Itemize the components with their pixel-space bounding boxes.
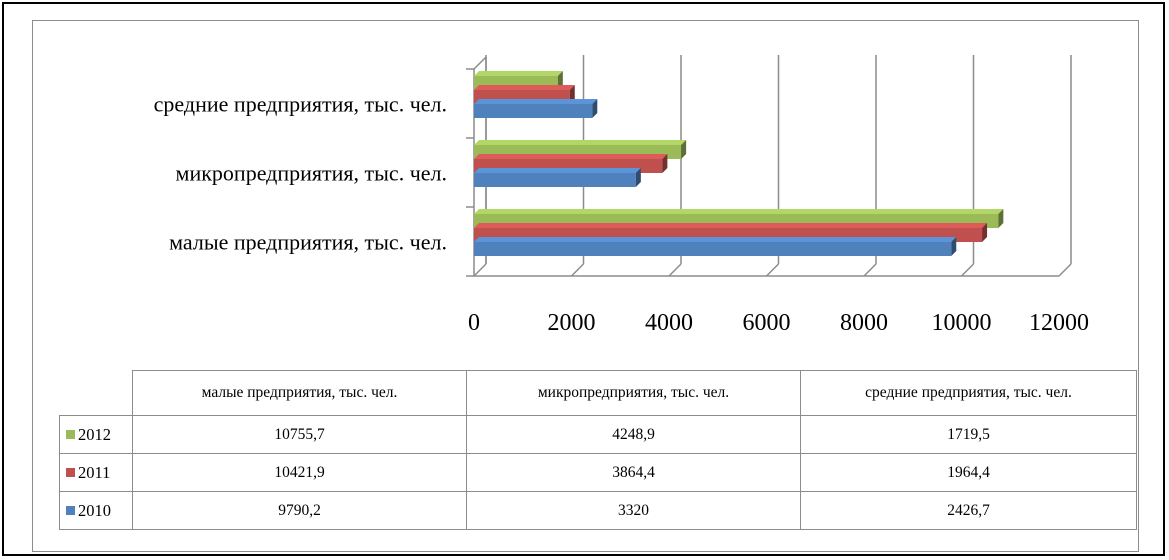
category-label: малые предприятия, тыс. чел.	[169, 230, 447, 255]
bar-end-face	[662, 154, 668, 173]
legend-swatch-icon	[66, 505, 75, 515]
table-cell: 9790,2	[132, 491, 467, 530]
floor-gridline	[863, 263, 877, 277]
table-cell: 3320	[466, 491, 801, 530]
bar-top-face	[474, 99, 598, 104]
bar-top-face	[474, 223, 988, 228]
table-cell: 10755,7	[132, 415, 467, 454]
legend-label: 2012	[78, 424, 111, 444]
chart-area-border	[32, 20, 1139, 552]
table-header-cell: микропредприятия, тыс. чел.	[466, 370, 801, 416]
table-row: 2011 10421,9 3864,4 1964,4	[59, 453, 1137, 492]
bar-top-face	[474, 209, 1004, 214]
category-label: средние предприятия, тыс. чел.	[154, 92, 447, 117]
bar-end-face	[592, 99, 598, 118]
bar-end-face	[951, 237, 957, 256]
bar-end-face	[635, 168, 641, 187]
category-label: микропредприятия, тыс. чел.	[176, 161, 447, 186]
data-table: малые предприятия, тыс. чел. микропредпр…	[59, 370, 1137, 530]
bar-top-face	[474, 85, 575, 90]
legend-swatch-icon	[66, 429, 75, 439]
bar	[474, 173, 636, 187]
legend-swatch-icon	[66, 467, 75, 477]
bar-end-face	[681, 140, 687, 159]
bar	[474, 104, 593, 118]
x-tick-label: 8000	[840, 310, 888, 336]
x-tick-label: 12000	[1029, 310, 1089, 336]
table-header-cell: средние предприятия, тыс. чел.	[800, 370, 1137, 416]
legend-label: 2011	[78, 462, 111, 482]
legend-entry-2012: 2012	[59, 415, 133, 454]
bar-top-face	[474, 237, 957, 242]
legend-label: 2010	[78, 500, 111, 520]
floor-gridline	[1058, 263, 1072, 277]
table-cell: 4248,9	[466, 415, 801, 454]
table-header-cell: малые предприятия, тыс. чел.	[132, 370, 467, 416]
floor-gridline	[668, 263, 682, 277]
x-tick-label: 2000	[548, 310, 596, 336]
table-header-row: малые предприятия, тыс. чел. микропредпр…	[59, 370, 1137, 416]
bar-end-face	[998, 209, 1004, 228]
x-tick-label: 6000	[743, 310, 791, 336]
floor-gridline	[570, 263, 585, 277]
x-tick-label: 4000	[645, 310, 693, 336]
table-cell: 2426,7	[800, 491, 1137, 530]
floor-gridline	[473, 263, 487, 277]
legend-entry-2010: 2010	[59, 491, 133, 530]
floor-gridline	[960, 263, 975, 277]
table-corner	[59, 370, 133, 416]
bar-top-face	[474, 71, 563, 76]
table-cell: 3864,4	[466, 453, 801, 492]
bar-chart: малые предприятия, тыс. чел. микропредпри…	[154, 55, 1089, 336]
bar-end-face	[982, 223, 988, 242]
legend-entry-2011: 2011	[59, 453, 133, 492]
bar	[474, 242, 952, 256]
x-tick-label: 10000	[932, 310, 992, 336]
x-tick-label: 0	[468, 310, 480, 336]
table-row: 2010 9790,2 3320 2426,7	[59, 491, 1137, 530]
bar-top-face	[474, 168, 641, 173]
top-edge-line	[473, 56, 487, 70]
table-cell: 10421,9	[132, 453, 467, 492]
bar-top-face	[474, 140, 687, 145]
bar-top-face	[474, 154, 668, 159]
table-cell: 1719,5	[800, 415, 1137, 454]
table-cell: 1964,4	[800, 453, 1137, 492]
floor-gridline	[765, 263, 780, 277]
table-row: 2012 10755,7 4248,9 1719,5	[59, 415, 1137, 454]
